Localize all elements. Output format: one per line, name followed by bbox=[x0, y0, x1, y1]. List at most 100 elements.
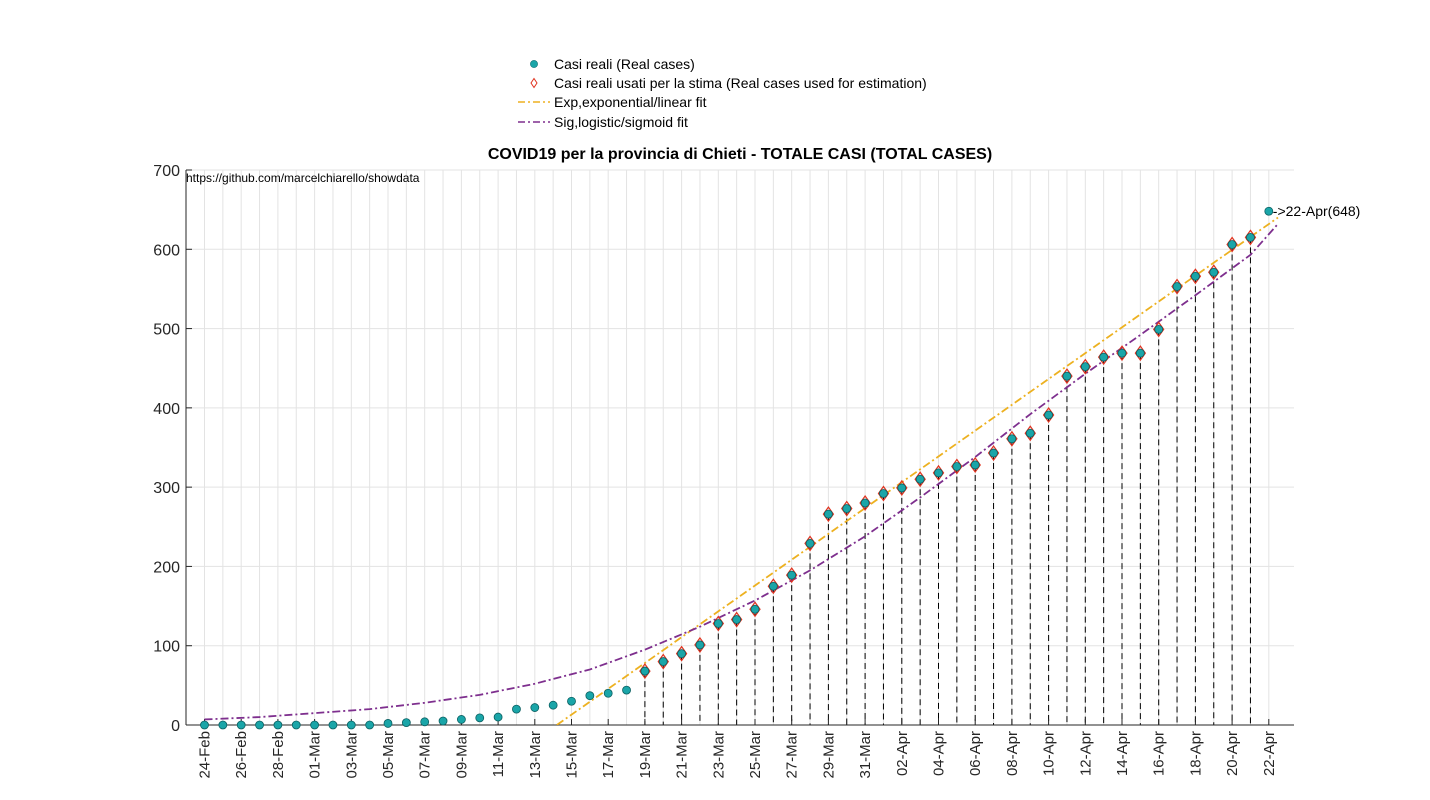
real-case-point bbox=[1136, 349, 1144, 357]
x-tick-label: 21-Mar bbox=[674, 731, 691, 779]
x-tick-label: 27-Mar bbox=[784, 731, 801, 779]
real-case-point bbox=[1026, 429, 1034, 437]
plot-background bbox=[186, 170, 1294, 725]
real-case-point bbox=[843, 505, 851, 513]
y-tick-label: 0 bbox=[171, 718, 180, 735]
real-case-point bbox=[568, 697, 576, 705]
x-tick-label: 13-Mar bbox=[527, 731, 544, 779]
real-case-point bbox=[1045, 411, 1053, 419]
x-tick-label: 18-Apr bbox=[1187, 731, 1204, 776]
real-case-point bbox=[861, 499, 869, 507]
y-tick-label: 200 bbox=[153, 559, 180, 576]
real-case-point bbox=[935, 469, 943, 477]
y-tick-label: 600 bbox=[153, 242, 180, 259]
x-tick-label: 22-Apr bbox=[1261, 731, 1278, 776]
real-case-point bbox=[531, 704, 539, 712]
x-tick-label: 01-Mar bbox=[307, 731, 324, 779]
real-case-point bbox=[990, 449, 998, 457]
x-tick-label: 07-Mar bbox=[417, 731, 434, 779]
real-case-point bbox=[1100, 353, 1108, 361]
legend-item-real-cases: Casi reali (Real cases) bbox=[514, 54, 695, 74]
x-tick-label: 17-Mar bbox=[600, 731, 617, 779]
y-tick-label: 400 bbox=[153, 401, 180, 418]
real-case-point bbox=[769, 582, 777, 590]
real-case-point bbox=[824, 510, 832, 518]
real-case-point bbox=[733, 616, 741, 624]
chart-title: COVID19 per la provincia di Chieti - TOT… bbox=[488, 146, 992, 163]
x-tick-label: 12-Apr bbox=[1077, 731, 1094, 776]
x-tick-label: 23-Mar bbox=[710, 731, 727, 779]
real-case-point bbox=[1210, 268, 1218, 276]
x-tick-label: 09-Mar bbox=[453, 731, 470, 779]
legend-dashdot-line-icon bbox=[514, 92, 550, 112]
real-case-point bbox=[806, 539, 814, 547]
real-case-point bbox=[476, 714, 484, 722]
real-case-point bbox=[1191, 272, 1199, 280]
y-tick-label: 700 bbox=[153, 163, 180, 180]
real-case-point bbox=[219, 721, 227, 729]
legend-label: Exp,exponential/linear fit bbox=[554, 94, 707, 110]
legend-item-estimation-cases: Casi reali usati per la stima (Real case… bbox=[514, 73, 927, 93]
x-tick-label: 28-Feb bbox=[270, 731, 287, 779]
last-value-annotation: ->22-Apr(648) bbox=[1273, 203, 1361, 219]
x-tick-label: 19-Mar bbox=[637, 731, 654, 779]
x-tick-label: 05-Mar bbox=[380, 731, 397, 779]
real-case-point bbox=[1008, 435, 1016, 443]
real-case-point bbox=[641, 667, 649, 675]
real-case-point bbox=[659, 658, 667, 666]
y-tick-label: 500 bbox=[153, 322, 180, 339]
real-case-point bbox=[1265, 207, 1273, 215]
real-case-point bbox=[292, 721, 300, 729]
legend-dashdot-line-icon bbox=[514, 112, 550, 132]
x-tick-label: 02-Apr bbox=[894, 731, 911, 776]
x-tick-label: 03-Mar bbox=[343, 731, 360, 779]
real-case-point bbox=[237, 721, 245, 729]
real-case-point bbox=[201, 721, 209, 729]
real-case-point bbox=[384, 719, 392, 727]
real-case-point bbox=[366, 721, 374, 729]
real-case-point bbox=[751, 605, 759, 613]
x-tick-label: 06-Apr bbox=[967, 731, 984, 776]
real-case-point bbox=[439, 717, 447, 725]
real-case-point bbox=[586, 692, 594, 700]
x-tick-label: 20-Apr bbox=[1224, 731, 1241, 776]
real-case-point bbox=[1228, 241, 1236, 249]
real-case-point bbox=[678, 650, 686, 658]
x-tick-label: 24-Feb bbox=[197, 731, 214, 779]
legend-circle-marker-icon bbox=[514, 54, 550, 74]
x-tick-label: 15-Mar bbox=[564, 731, 581, 779]
watermark-url: https://github.com/marcelchiarello/showd… bbox=[186, 171, 420, 185]
real-case-point bbox=[402, 719, 410, 727]
real-case-point bbox=[1155, 325, 1163, 333]
real-case-point bbox=[1081, 363, 1089, 371]
real-case-point bbox=[714, 620, 722, 628]
x-tick-label: 25-Mar bbox=[747, 731, 764, 779]
real-case-point bbox=[953, 463, 961, 471]
real-case-point bbox=[421, 718, 429, 726]
real-case-point bbox=[623, 686, 631, 694]
real-case-point bbox=[1246, 233, 1254, 241]
real-case-point bbox=[898, 484, 906, 492]
y-tick-label: 100 bbox=[153, 639, 180, 656]
real-case-point bbox=[311, 721, 319, 729]
x-tick-label: 16-Apr bbox=[1151, 731, 1168, 776]
real-case-point bbox=[274, 721, 282, 729]
x-tick-label: 14-Apr bbox=[1114, 731, 1131, 776]
x-tick-label: 10-Apr bbox=[1041, 731, 1058, 776]
x-tick-label: 31-Mar bbox=[857, 731, 874, 779]
real-case-point bbox=[1118, 349, 1126, 357]
real-case-point bbox=[879, 489, 887, 497]
x-tick-label: 04-Apr bbox=[931, 731, 948, 776]
real-case-point bbox=[329, 721, 337, 729]
real-case-point bbox=[971, 461, 979, 469]
x-tick-label: 08-Apr bbox=[1004, 731, 1021, 776]
legend: Casi reali (Real cases) Casi reali usati… bbox=[514, 52, 974, 134]
real-case-point bbox=[1173, 283, 1181, 291]
real-case-point bbox=[512, 705, 520, 713]
legend-label: Casi reali (Real cases) bbox=[554, 56, 695, 72]
legend-label: Sig,logistic/sigmoid fit bbox=[554, 114, 688, 130]
real-case-point bbox=[696, 641, 704, 649]
real-case-point bbox=[347, 721, 355, 729]
real-case-point bbox=[1063, 372, 1071, 380]
real-case-point bbox=[494, 713, 502, 721]
